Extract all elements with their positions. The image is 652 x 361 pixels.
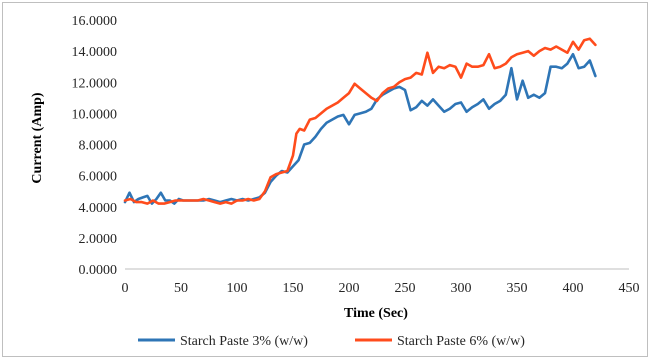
y-tick-label: 10.0000: [72, 107, 118, 122]
x-tick-label: 350: [507, 281, 528, 296]
x-tick-label: 300: [451, 281, 472, 296]
series-line-2: [123, 37, 597, 205]
y-axis-title: Current (Amp): [30, 92, 45, 183]
y-tick-label: 2.0000: [79, 232, 118, 247]
x-tick-label: 0: [122, 281, 129, 296]
chart-frame: 0.0000 2.0000 4.0000 6.0000 8.0000 10.0000 12.…: [2, 2, 648, 357]
x-tick-label: 450: [619, 281, 640, 296]
y-tick-label: 0.0000: [79, 263, 118, 278]
y-tick-label: 16.0000: [72, 14, 118, 29]
legend-label-series-1: Starch Paste 3% (w/w): [180, 334, 308, 349]
x-tick-label: 200: [339, 281, 360, 296]
y-tick-label: 12.0000: [72, 76, 118, 91]
line-chart: 0.0000 2.0000 4.0000 6.0000 8.0000 10.0000 12.…: [30, 14, 640, 349]
legend-label-series-2: Starch Paste 6% (w/w): [397, 334, 525, 349]
y-tick-labels: 0.0000 2.0000 4.0000 6.0000 8.0000 10.0000 12.…: [72, 14, 118, 278]
x-axis-title: Time (Sec): [344, 306, 408, 321]
y-tick-label: 6.0000: [79, 170, 118, 185]
x-tick-labels: 0 50 100 150 200 250 300 350 400 450: [122, 281, 640, 296]
x-tick-label: 150: [283, 281, 304, 296]
y-tick-label: 8.0000: [79, 139, 118, 154]
x-tick-label: 50: [174, 281, 188, 296]
x-tick-label: 100: [227, 281, 248, 296]
series-line-1: [123, 52, 597, 205]
y-tick-label: 4.0000: [79, 201, 118, 216]
x-tick-label: 250: [395, 281, 416, 296]
legend: Starch Paste 3% (w/w) Starch Paste 6% (w…: [138, 334, 525, 349]
y-tick-label: 14.0000: [72, 45, 118, 60]
series-layer: [123, 37, 597, 205]
x-tick-label: 400: [563, 281, 584, 296]
